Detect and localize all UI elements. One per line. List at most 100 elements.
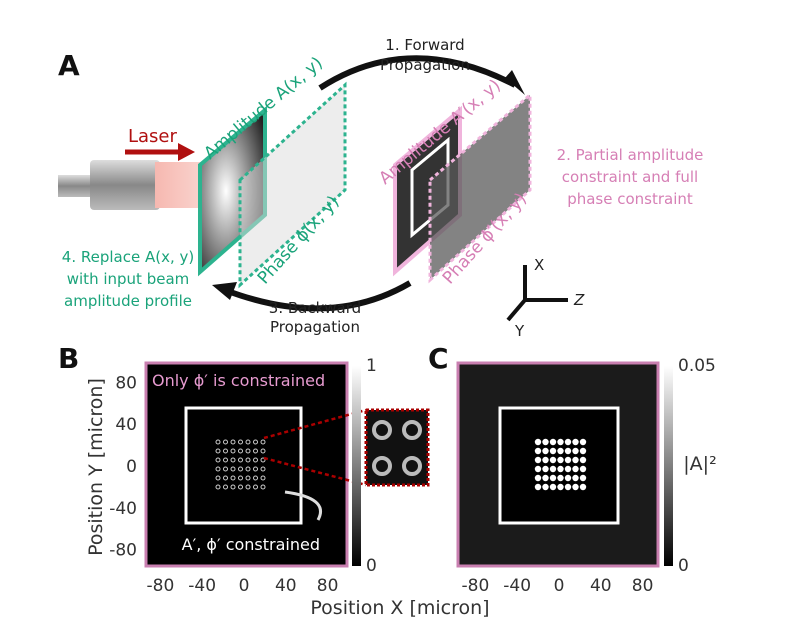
axis-label: Z bbox=[573, 291, 585, 309]
forward-label: 1. Forward Propagation bbox=[380, 36, 470, 74]
constraint-label: 2. Partial amplitude constraint and full p… bbox=[557, 146, 704, 208]
phase-plane bbox=[428, 91, 532, 284]
spot bbox=[223, 457, 228, 463]
spot bbox=[245, 484, 251, 490]
backward-arrow bbox=[212, 282, 237, 300]
spot bbox=[572, 483, 579, 491]
x-tick-label: 0 bbox=[239, 576, 250, 596]
laser-body bbox=[90, 160, 160, 210]
spot bbox=[215, 484, 221, 490]
spot bbox=[564, 465, 572, 473]
backward-label: 3. Backward Propagation bbox=[269, 299, 361, 336]
x-tick-label: 40 bbox=[275, 576, 297, 596]
heatmap bbox=[456, 361, 660, 568]
heatmap bbox=[144, 361, 349, 568]
spot bbox=[245, 475, 251, 481]
spot bbox=[564, 474, 572, 482]
colorbar-tick-label: 0.05 bbox=[678, 356, 716, 376]
laser-label: Laser bbox=[128, 126, 178, 147]
panel-a: A Laser Amplitude A(x, y) Phase ϕ(x, y) … bbox=[58, 36, 703, 340]
spot bbox=[260, 475, 266, 481]
spot bbox=[549, 474, 557, 482]
laser-arrow bbox=[178, 143, 195, 161]
spot bbox=[572, 438, 579, 446]
colorbar-label: |A|² bbox=[683, 453, 716, 475]
spot bbox=[260, 439, 266, 445]
x-tick-label: 0 bbox=[554, 576, 565, 596]
phase-plane bbox=[238, 81, 347, 289]
x-tick-label: -40 bbox=[503, 576, 531, 596]
axis-label: X bbox=[534, 256, 544, 274]
spot bbox=[253, 466, 258, 472]
backward-arrow bbox=[223, 280, 412, 312]
spot bbox=[245, 448, 251, 454]
spot bbox=[572, 465, 579, 473]
spot bbox=[245, 439, 251, 445]
note: Only ϕ′ is constrained bbox=[152, 371, 325, 390]
spot bbox=[238, 457, 243, 463]
x-tick-label: -40 bbox=[188, 576, 216, 596]
spot bbox=[238, 466, 243, 472]
spot bbox=[534, 474, 542, 482]
y-tick-label: -40 bbox=[109, 499, 137, 519]
spot bbox=[564, 447, 572, 455]
spot bbox=[260, 448, 266, 454]
spot bbox=[549, 456, 557, 464]
spot bbox=[245, 457, 251, 463]
spot bbox=[223, 475, 228, 481]
y-axis-label: Position Y [micron] bbox=[85, 378, 107, 556]
panel-c: C |A|² bbox=[428, 342, 717, 568]
spot bbox=[557, 438, 564, 446]
forward-arrow bbox=[318, 55, 517, 91]
spot bbox=[230, 475, 236, 481]
note-bg bbox=[148, 367, 344, 392]
spot bbox=[230, 448, 236, 454]
spot bbox=[238, 484, 243, 490]
colorbar-tick-label: 0 bbox=[366, 556, 377, 576]
colorbar-tick-label: 1 bbox=[366, 356, 377, 376]
forward-arrow bbox=[505, 70, 525, 95]
spot bbox=[253, 439, 258, 445]
spot bbox=[238, 439, 243, 445]
spot bbox=[230, 439, 236, 445]
spot bbox=[230, 457, 236, 463]
colorbar-tick-label: 0 bbox=[678, 556, 689, 576]
spot bbox=[223, 484, 228, 490]
spot bbox=[564, 438, 572, 446]
spot bbox=[253, 457, 258, 463]
spot bbox=[549, 438, 557, 446]
spot bbox=[215, 457, 221, 463]
spot bbox=[534, 483, 542, 491]
constraint-box bbox=[498, 406, 620, 525]
spot bbox=[260, 484, 266, 490]
panel-label: A bbox=[58, 49, 80, 82]
spot bbox=[557, 447, 564, 455]
spot bbox=[253, 475, 258, 481]
x-tick-label: 80 bbox=[317, 576, 339, 596]
zoom-lines bbox=[263, 408, 367, 487]
spot bbox=[245, 466, 251, 472]
x-axis-label: Position X [micron] bbox=[310, 597, 489, 619]
spot bbox=[542, 456, 549, 464]
y-tick-label: 80 bbox=[115, 373, 137, 393]
y-tick-label: 40 bbox=[115, 415, 137, 435]
laser-body bbox=[58, 175, 93, 197]
spot bbox=[549, 465, 557, 473]
spot bbox=[215, 439, 221, 445]
spot bbox=[534, 456, 542, 464]
note-arrow bbox=[284, 490, 322, 521]
spot bbox=[215, 448, 221, 454]
spot bbox=[542, 447, 549, 455]
spot bbox=[549, 447, 557, 455]
spot bbox=[564, 483, 572, 491]
spot bbox=[542, 438, 549, 446]
note: A′, ϕ′ constrained bbox=[182, 535, 320, 554]
spot bbox=[534, 465, 542, 473]
axis-label: Y bbox=[514, 322, 525, 340]
spot bbox=[572, 474, 579, 482]
spot bbox=[253, 448, 258, 454]
x-tick-label: 40 bbox=[590, 576, 612, 596]
panel-b: B Only ϕ′ is constrained A′, ϕ′ constrai… bbox=[58, 342, 490, 619]
spot bbox=[223, 466, 228, 472]
y-tick-label: 0 bbox=[126, 457, 137, 477]
